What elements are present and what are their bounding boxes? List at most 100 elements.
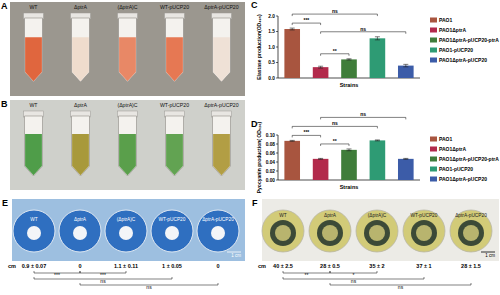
plate: ΔptrA-pUCP20 [197,210,239,252]
photo-background [12,199,245,261]
legend-label: PAO1ΔptrA-pUCP20 [439,57,487,63]
tube-liquid [25,37,42,81]
tube-liquid [166,134,183,175]
tube-liquid [166,37,183,81]
strain-label: ΔptrA-pUCP20 [202,217,234,222]
bar [370,140,386,180]
tube-body [72,116,90,176]
significance-label: ns [360,111,366,117]
strain-label: ΔptrA [74,217,87,222]
motility-zone [458,220,484,246]
tube-liquid [213,37,230,81]
tube [71,13,91,82]
strain-label: ΔptrA-pUCP20 [455,213,487,218]
tube-body [25,116,43,176]
colony [165,226,179,240]
colony [119,226,133,240]
strain-label: (ΔptrA)C [117,217,136,222]
bar [313,67,329,78]
significance-bracket [292,126,377,128]
legend: PAO1PAO1ΔptrAPAO1ΔptrA-pUCP20-ptrAPAO1-p… [430,136,499,182]
legend: PAO1PAO1ΔptrAPAO1ΔptrA-pUCP20-ptrAPAO1-p… [430,17,499,63]
plate-agar [450,210,492,252]
error-bar [290,28,295,30]
motility-zone [364,220,390,246]
tube [118,13,138,82]
plate: WT [13,210,55,252]
legend-swatch [430,48,437,53]
colony [463,225,479,241]
tube-body [166,18,184,82]
y-tick-label: 0.10 [266,133,276,138]
panel-letter: B [1,99,8,109]
significance-label: ns [332,120,338,126]
tube [24,111,44,176]
strain-label: ΔptrA-pUCP20 [204,4,238,10]
y-tick-label: 0.00 [266,178,276,183]
plate-agar [151,210,193,252]
y-tick-label: 0.06 [266,151,276,156]
y-tick [276,16,278,17]
strain-label: (ΔptrA)C [368,213,387,218]
strain-label: ΔptrA [74,4,88,10]
bar [370,38,386,78]
measurement: 28 ± 1.5 [461,263,481,269]
tube [212,13,232,82]
strain-label: (ΔptrA)C [117,102,137,108]
tube [165,13,185,82]
strain-label: WT-pUCP20 [159,217,186,222]
significance-bracket [292,23,320,25]
y-tick [276,135,278,136]
y-axis-label: Elastase production(OD₄₉₅) [256,14,262,80]
legend-swatch [430,18,437,23]
plate: ΔptrA-pUCP20 [450,210,492,252]
legend-label: PAO1ΔptrA [439,27,467,33]
y-tick [276,162,278,163]
scale-label: 1 cm [231,253,241,258]
legend-swatch [430,58,437,63]
significance-bracket [321,117,406,119]
colony [322,225,338,241]
significance-label: ns [351,278,357,284]
panel-letter: E [2,198,8,208]
tube-liquid [25,134,42,175]
tube [71,111,91,176]
error-bar [375,37,380,40]
legend-label: PAO1-pUCP20 [439,47,473,53]
measurement: 40 ± 2.5 [273,263,293,269]
plate-agar [403,210,445,252]
unit-label: cm [258,263,266,269]
y-tick [276,144,278,145]
panel-letter: A [1,1,8,11]
marks [284,140,413,180]
bar-chart: C0.00.51.01.52.0Elastase production(OD₄₉… [251,0,499,88]
tube [24,13,44,82]
bar [398,159,414,180]
error-bar [403,64,408,66]
panel-letter: F [252,198,258,208]
tube-body [213,18,231,82]
measurement: 1 ± 0.05 [162,263,182,269]
measurement: 1.1 ± 0.11 [114,263,138,269]
colony [416,225,432,241]
error-bar [347,59,352,60]
y-tick [276,171,278,172]
error-bar [375,139,380,141]
colony [275,225,291,241]
measurement: 37 ± 1 [416,263,431,269]
significance-label: ns [398,284,404,290]
tube-liquid [119,37,136,81]
tube-body [119,116,137,176]
photo-panel: E WT ΔptrA (ΔptrA)C WT-pUCP20 ΔptrA-pUCP20 1 c… [2,198,245,290]
significance-label: ns [146,284,152,290]
photo-panel: BWTΔptrA(ΔptrA)CWT-pUCP20ΔptrA-pUCP20 [1,99,245,190]
legend-swatch [430,157,437,162]
photo-background [10,100,245,190]
panel-letter: C [251,0,258,10]
plate: (ΔptrA)C [356,210,398,252]
legend-label: PAO1ΔptrA-pUCP20-ptrA [439,37,499,43]
plate: WT-pUCP20 [403,210,445,252]
y-tick-label: 0.08 [266,142,276,147]
significance-bracket [321,54,349,56]
significance-bracket [292,14,377,16]
